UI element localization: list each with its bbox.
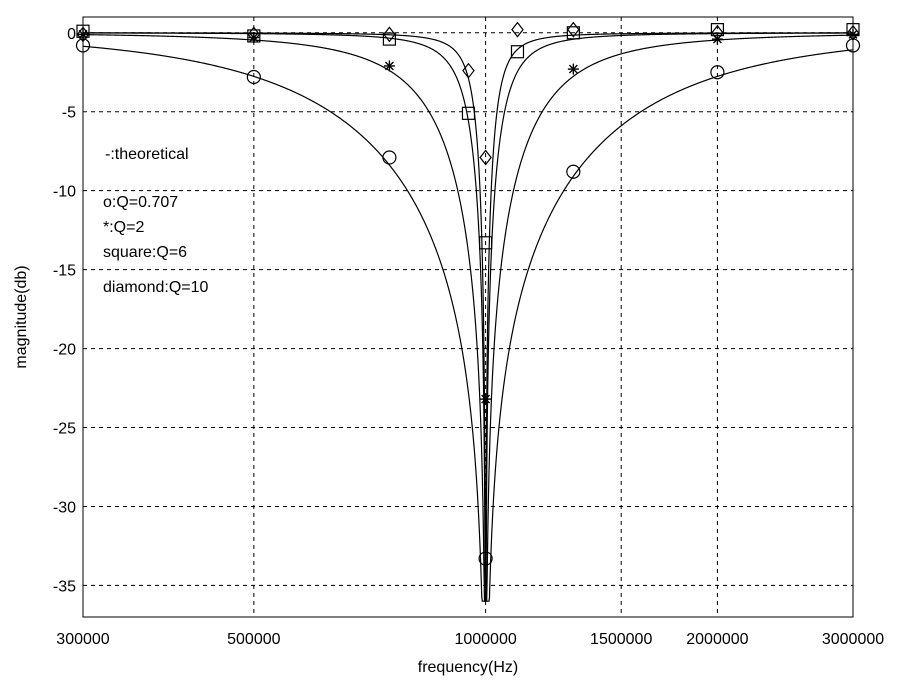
y-tick-label: 0 <box>67 26 76 43</box>
x-axis-label: frequency(Hz) <box>418 659 518 676</box>
y-tick-label: -20 <box>53 342 76 359</box>
annotation-theoretical: -:theoretical <box>105 146 189 163</box>
diamond-marker <box>462 62 475 79</box>
theoretical-curve-star <box>83 34 854 602</box>
star-stroke <box>249 33 259 42</box>
y-tick-label: -25 <box>53 421 76 438</box>
x-tick-label: 1000000 <box>454 631 516 648</box>
diamond-marker <box>511 21 524 38</box>
x-tick-labels: 300000 500000 1000000 1500000 2000000 3000000 <box>56 631 884 648</box>
x-tick-label: 1500000 <box>590 631 652 648</box>
y-tick-label: -10 <box>53 184 76 201</box>
theoretical-curve-circle <box>82 45 854 602</box>
star-stroke <box>384 61 394 71</box>
circle-marker <box>478 551 493 566</box>
y-tick-label: -15 <box>53 263 76 280</box>
y-tick-label: -30 <box>53 499 76 516</box>
diamond-marker <box>711 24 724 41</box>
annotation-q-2: *:Q=2 <box>103 219 144 236</box>
x-tick-label: 500000 <box>227 631 280 648</box>
theoretical-curve-square <box>83 32 853 602</box>
star-marker <box>567 63 579 75</box>
diamond-marker <box>247 26 261 43</box>
square-marker <box>461 106 476 120</box>
diamond-marker <box>567 21 580 38</box>
square-marker <box>382 32 397 46</box>
y-tick-label: -5 <box>62 105 76 122</box>
star-marker <box>383 60 395 72</box>
x-tick-label: 3000000 <box>822 631 884 648</box>
annotation-q-10: diamond:Q=10 <box>103 279 209 296</box>
x-tick-label: 300000 <box>56 631 109 648</box>
circle-marker <box>246 69 261 85</box>
square-marker <box>566 26 580 40</box>
y-axis-label: magnitude(db) <box>13 265 30 368</box>
star-marker <box>480 393 492 405</box>
plot-frame <box>82 16 854 618</box>
circle-marker <box>382 150 397 165</box>
star-stroke <box>481 394 491 404</box>
diamond-marker <box>479 149 492 166</box>
annotation-q-6: square:Q=6 <box>103 244 187 261</box>
circle-marker <box>710 65 725 80</box>
square-marker <box>710 23 725 37</box>
y-tick-label: -35 <box>53 578 76 595</box>
star-stroke <box>568 64 578 74</box>
annotation-q-0707: o:Q=0.707 <box>103 194 178 211</box>
square-marker <box>510 45 525 59</box>
theoretical-curves <box>82 32 854 602</box>
circle-marker <box>566 164 581 179</box>
square-marker <box>479 236 493 250</box>
grid <box>83 17 853 617</box>
y-tick-labels: 0 -5 -10 -15 -20 -25 -30 -35 <box>53 26 76 596</box>
x-tick-label: 2000000 <box>686 631 748 648</box>
diamond-marker <box>383 26 396 43</box>
